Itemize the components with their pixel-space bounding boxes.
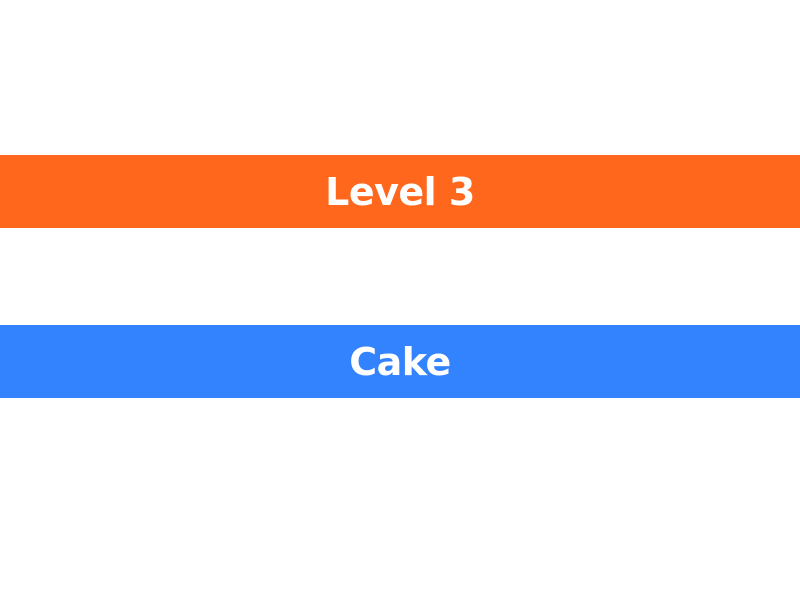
level-banner: Level 3 bbox=[0, 155, 800, 228]
word-label: Cake bbox=[349, 339, 451, 384]
level-label: Level 3 bbox=[325, 169, 475, 214]
word-banner[interactable]: Cake bbox=[0, 325, 800, 398]
